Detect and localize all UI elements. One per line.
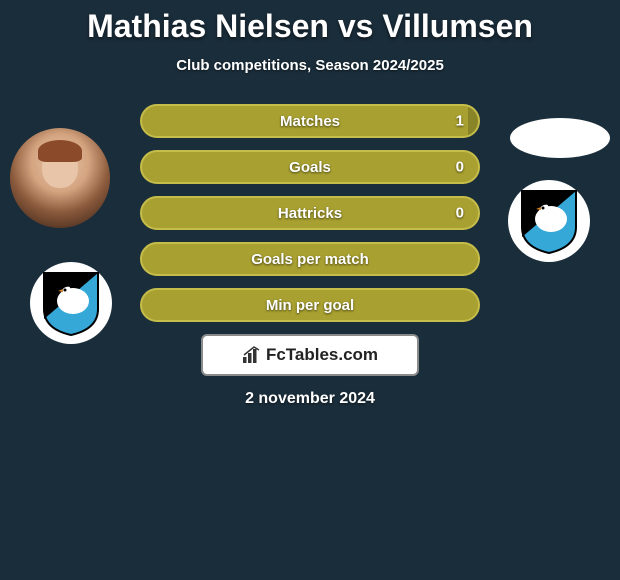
player-right-avatar [510,118,610,158]
stat-value-right: 0 [456,159,464,176]
stat-value-right: 1 [456,113,464,130]
stat-label: Hattricks [278,205,342,222]
stats-panel: Matches 1 Goals 0 Hattricks 0 Goals per … [140,104,480,322]
stat-label: Goals [289,159,331,176]
club-badge-right [508,180,590,262]
club-badge-left [30,262,112,344]
bar-chart-icon [242,346,262,364]
brand-text: FcTables.com [266,345,378,365]
stat-value-right: 0 [456,205,464,222]
player-left-avatar [10,128,110,228]
stat-row-matches: Matches 1 [140,104,480,138]
stat-label: Matches [280,113,340,130]
page-title: Mathias Nielsen vs Villumsen [0,8,620,45]
stat-row-goals: Goals 0 [140,150,480,184]
stat-label: Min per goal [266,297,354,314]
stat-row-hattricks: Hattricks 0 [140,196,480,230]
brand-badge[interactable]: FcTables.com [201,334,419,376]
subtitle: Club competitions, Season 2024/2025 [0,57,620,74]
stat-row-min-per-goal: Min per goal [140,288,480,322]
stat-label: Goals per match [251,251,369,268]
stat-row-goals-per-match: Goals per match [140,242,480,276]
footer-date: 2 november 2024 [0,390,620,408]
